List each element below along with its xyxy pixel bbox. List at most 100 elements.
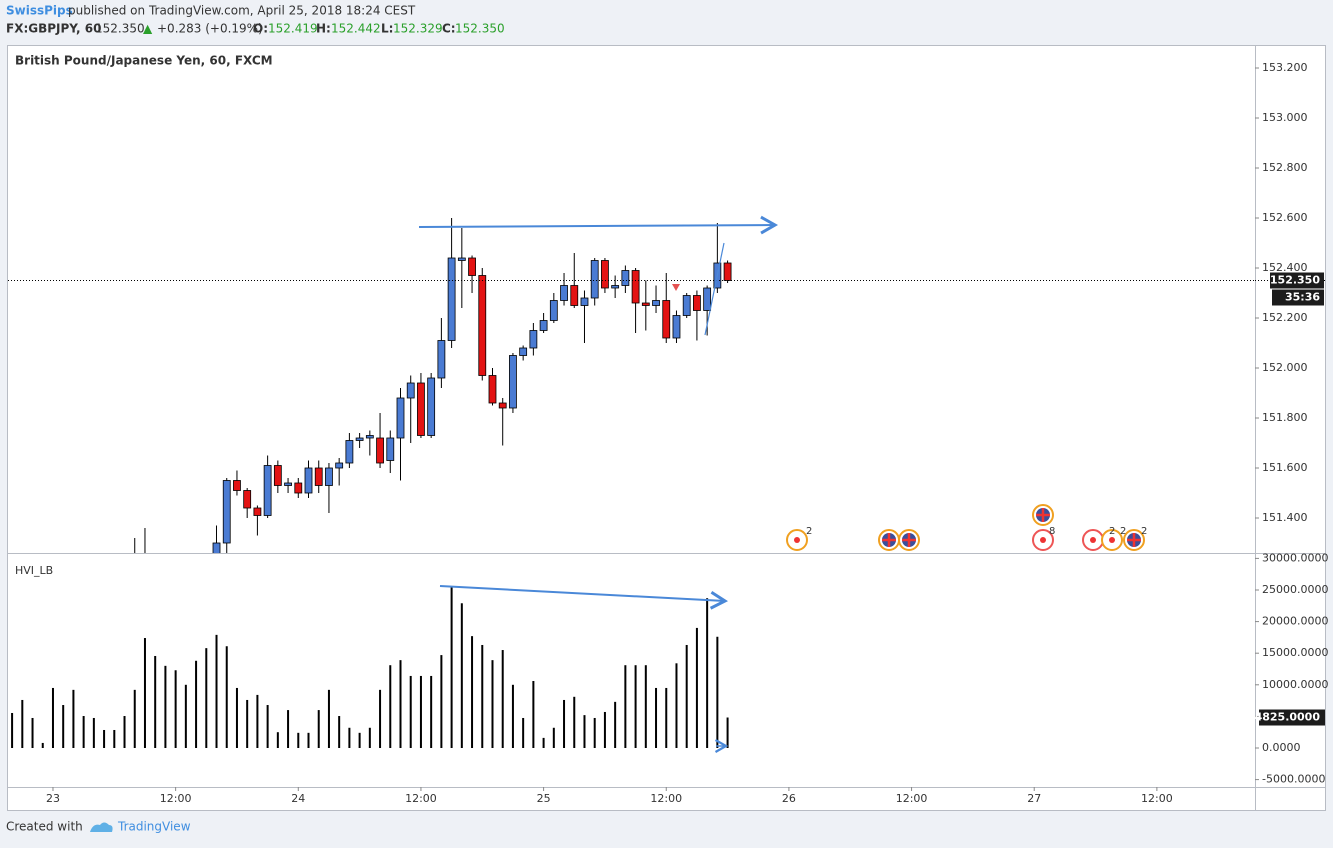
- l: 152.329: [393, 22, 443, 36]
- x-tick-label: 12:00: [1141, 792, 1173, 805]
- volume-bar: [276, 732, 279, 748]
- y-tick-label: 151.800: [1262, 411, 1308, 424]
- volume-bar: [133, 689, 136, 748]
- volume-bar: [317, 710, 320, 748]
- candle-body: [580, 297, 589, 306]
- volume-bar: [399, 660, 402, 748]
- volume-bar: [573, 696, 576, 748]
- volume-bar: [542, 737, 545, 748]
- volume-bar: [246, 699, 249, 748]
- events[interactable]: 2 8 2 2 2: [786, 504, 1147, 551]
- volume-bar: [481, 644, 484, 748]
- candle-body: [417, 382, 425, 436]
- volume-bar: [174, 670, 177, 748]
- x-tick-label: 25: [537, 792, 551, 805]
- volume-bar: [266, 705, 269, 748]
- volume-bar: [389, 665, 392, 748]
- candle-body: [243, 490, 252, 509]
- footer-created: Created with: [6, 820, 83, 834]
- volume-bar: [215, 634, 218, 748]
- candle-body: [304, 467, 313, 494]
- candle-body: [406, 382, 415, 399]
- candle-body: [396, 397, 405, 439]
- volume-bar: [307, 732, 310, 748]
- countdown-box: [1272, 289, 1324, 306]
- candle-body: [488, 375, 497, 404]
- event-dot: [1090, 537, 1096, 543]
- candle-body: [590, 260, 599, 299]
- y-tick-label: 152.600: [1262, 211, 1308, 224]
- volume-bar: [113, 729, 116, 748]
- brand-logo[interactable]: [90, 822, 113, 833]
- volume-bar: [82, 716, 85, 748]
- candle-body: [325, 467, 333, 486]
- volume-bar: [706, 598, 709, 748]
- o-label: O:: [253, 22, 268, 36]
- volume-bar: [685, 644, 688, 748]
- event-dot: [1040, 537, 1046, 543]
- volume-bar: [522, 717, 525, 748]
- candle-body: [284, 482, 292, 486]
- candle-body: [498, 402, 507, 409]
- volume-bar: [460, 603, 463, 748]
- change: +0.283 (+0.19%): [157, 22, 263, 36]
- axes: 23 12:00 24 12:00 25 12:00 26 12:00 27 12:00 151.4…: [46, 61, 1329, 805]
- volume-bar: [31, 717, 34, 748]
- candle-body: [723, 262, 732, 281]
- volume-bar: [440, 655, 443, 748]
- candle-body: [478, 275, 487, 376]
- event-count: 2: [1109, 526, 1115, 537]
- trend-line[interactable]: [418, 215, 779, 235]
- volume-bar: [256, 694, 259, 748]
- candle-body: [253, 507, 262, 516]
- volume-pane: [11, 586, 729, 748]
- candle-body: [233, 480, 241, 491]
- volume-bar: [225, 646, 228, 748]
- candle-body: [529, 330, 538, 349]
- indicator-title: HVI_LB: [15, 564, 53, 577]
- volume-bar: [368, 727, 371, 748]
- volume-bar: [532, 681, 535, 748]
- arrow: ▲: [143, 22, 153, 36]
- volume-bar: [123, 716, 126, 748]
- candle-body: [662, 300, 671, 339]
- volume-bar: [593, 717, 596, 748]
- volume-bar: [338, 716, 341, 748]
- footer-brand[interactable]: TradingView: [117, 820, 191, 834]
- x-tick-label: 23: [46, 792, 60, 805]
- y-tick-label: 10000.0000: [1262, 678, 1328, 691]
- volume-bar: [665, 687, 668, 748]
- volume-bar: [471, 636, 474, 748]
- candle-body: [672, 315, 681, 339]
- y-tick-label: 152.800: [1262, 161, 1308, 174]
- x-tick-label: 12:00: [405, 792, 437, 805]
- volume-bar: [21, 699, 24, 748]
- flag-cross: [902, 533, 916, 547]
- published: published on TradingView.com, April 25, …: [68, 4, 416, 18]
- x-tick-label: 27: [1027, 792, 1041, 805]
- c-label: C:: [442, 22, 456, 36]
- author[interactable]: SwissPips: [6, 4, 73, 18]
- value-label: 4825.0000: [1255, 711, 1321, 724]
- volume-bar: [511, 684, 514, 748]
- x-tick-label: 12:00: [896, 792, 928, 805]
- volume-bar: [726, 717, 729, 748]
- h: 152.442: [331, 22, 381, 36]
- volume-bar: [450, 586, 453, 748]
- price-label-box: [1270, 272, 1324, 289]
- trend-line[interactable]: [439, 585, 729, 610]
- header-bar: [0, 0, 1333, 42]
- trend-line[interactable]: [704, 242, 725, 336]
- volume-bar: [103, 729, 106, 748]
- event-count: 8: [1049, 526, 1055, 537]
- volume-bar: [583, 715, 586, 748]
- volume-bar: [154, 655, 157, 748]
- volume-bar: [297, 732, 300, 748]
- volume-bar: [164, 665, 167, 748]
- candle-body: [222, 480, 231, 544]
- y-tick-label: 151.600: [1262, 461, 1308, 474]
- event-count: 2: [1120, 526, 1126, 537]
- volume-bar: [143, 638, 146, 748]
